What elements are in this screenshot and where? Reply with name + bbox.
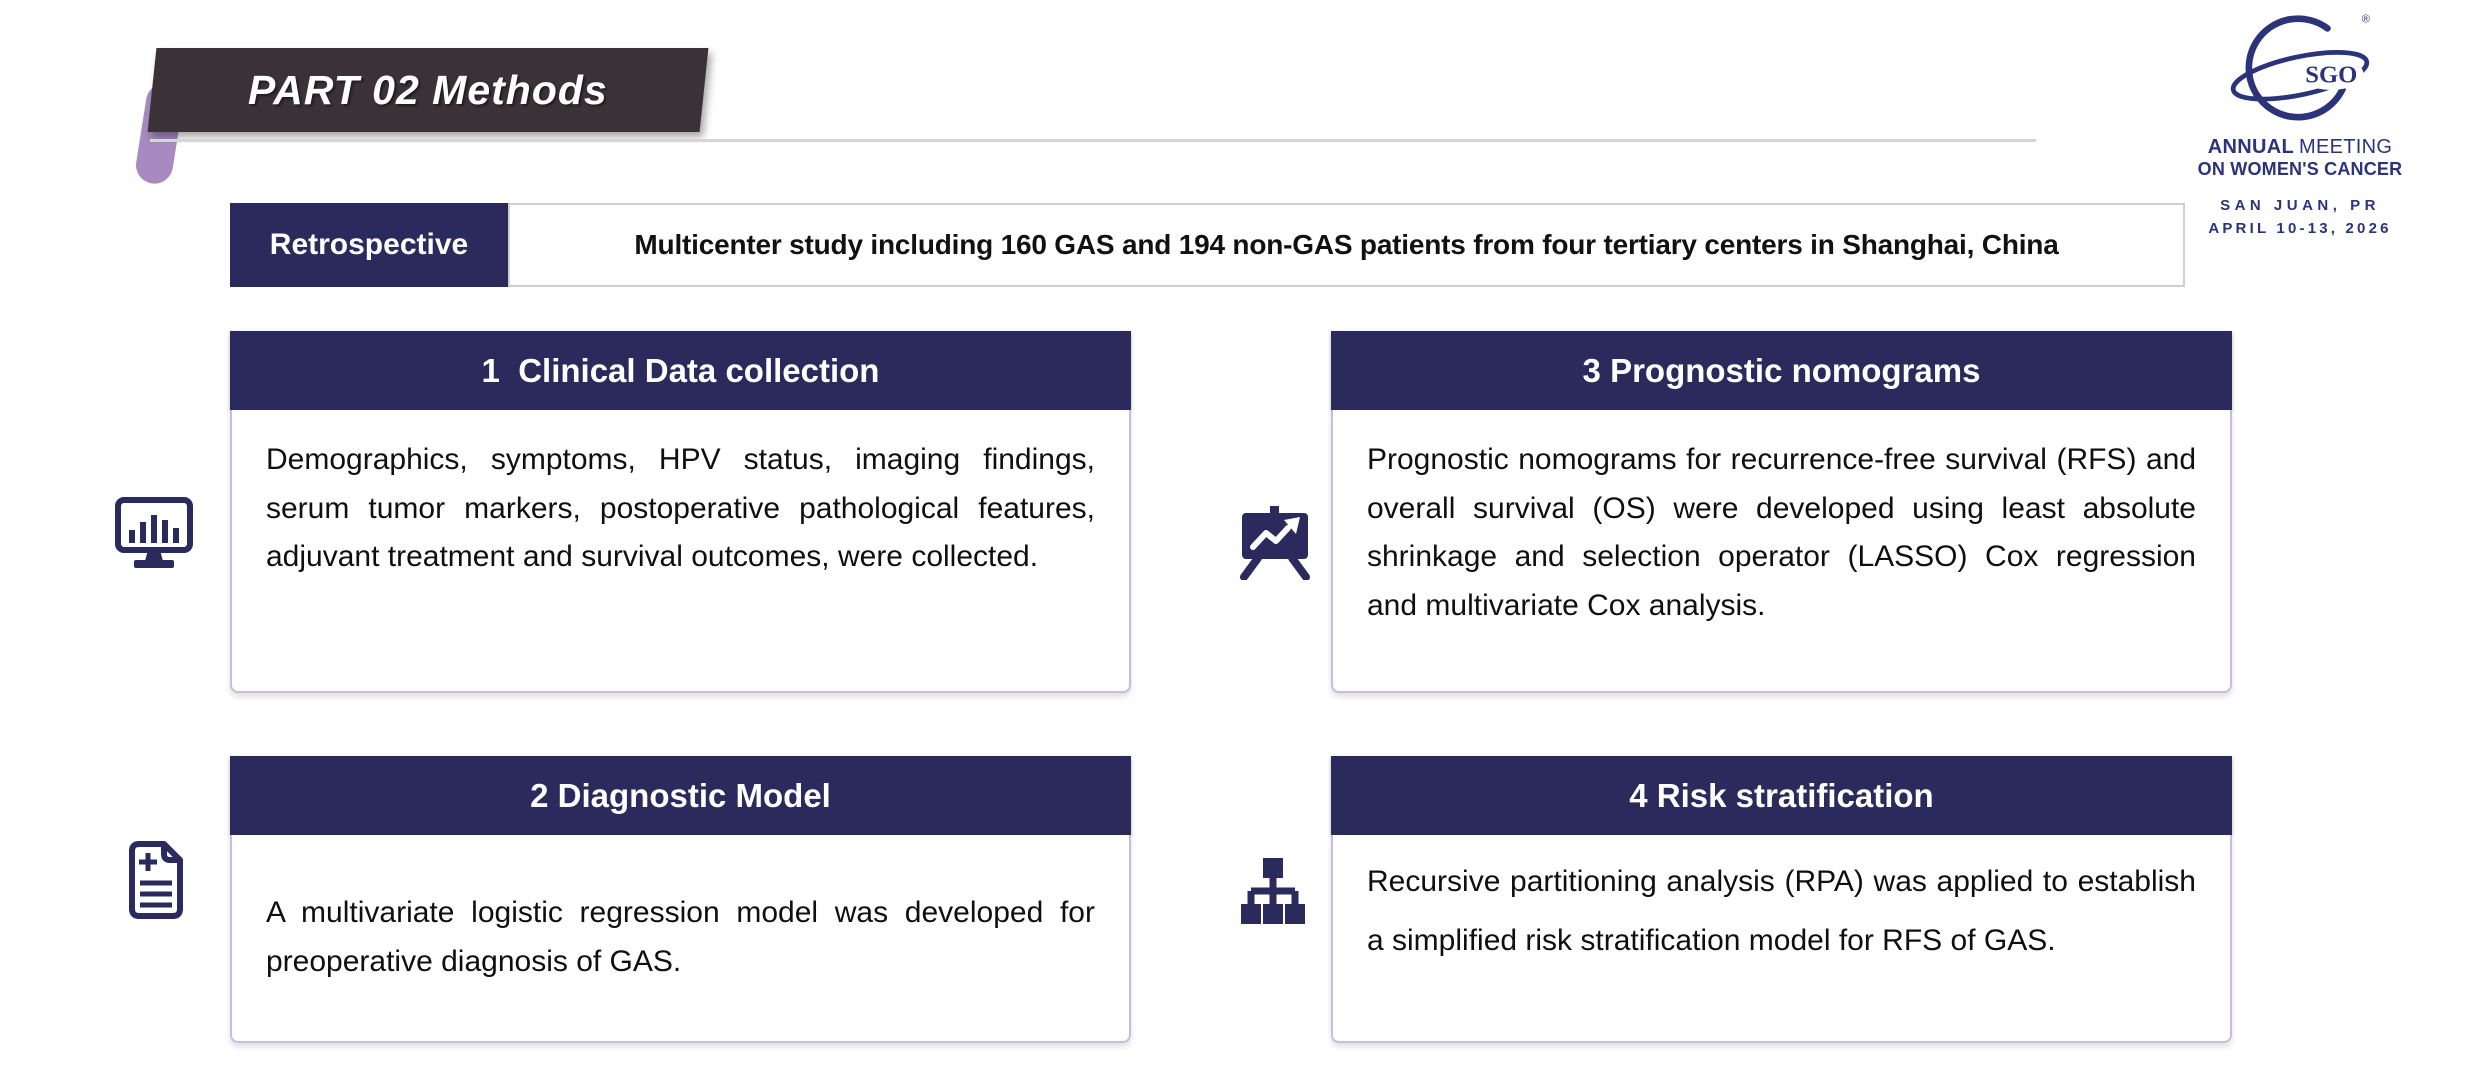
header-divider-line (150, 139, 2036, 142)
sgo-acronym: SGO (2305, 61, 2357, 88)
registered-mark: ® (2362, 14, 2371, 26)
presentation-trend-arrow-icon (1236, 506, 1314, 585)
card-4-header: 4 Risk stratification (1331, 756, 2232, 835)
card-3-body: Prognostic nomograms for recurrence-free… (1331, 410, 2232, 693)
logo-location: SAN JUAN, PR (2220, 197, 2380, 214)
document-plus-icon (124, 840, 188, 925)
card-4-body: Recursive partitioning analysis (RPA) wa… (1331, 835, 2232, 1043)
hierarchy-tree-icon (1240, 858, 1306, 933)
study-description: Multicenter study including 160 GAS and … (508, 203, 2185, 287)
card-2-header: 2 Diagnostic Model (230, 756, 1131, 835)
card-3-header: 3 Prognostic nomograms (1331, 331, 2232, 410)
logo-dates: APRIL 10-13, 2026 (2208, 220, 2392, 237)
logo-meeting-line: ANNUAL MEETING (2207, 136, 2393, 158)
logo-subtitle: ON WOMEN'S CANCER (2197, 159, 2403, 179)
monitor-bar-chart-icon (114, 496, 194, 575)
section-title: PART 02 Methods (248, 66, 608, 113)
card-1-body: Demographics, symptoms, HPV status, imag… (230, 410, 1131, 693)
card-2-body: A multivariate logistic regression model… (230, 835, 1131, 1043)
sgo-logo: SGO ® ANNUAL MEETING ON WOMEN'S CANCER SA… (2183, 8, 2417, 237)
study-type-badge: Retrospective (230, 203, 508, 287)
section-banner: PART 02 Methods (147, 48, 709, 132)
sgo-swirl-icon: SGO ® (2230, 14, 2371, 121)
card-1-header: 1 Clinical Data collection (230, 331, 1131, 410)
